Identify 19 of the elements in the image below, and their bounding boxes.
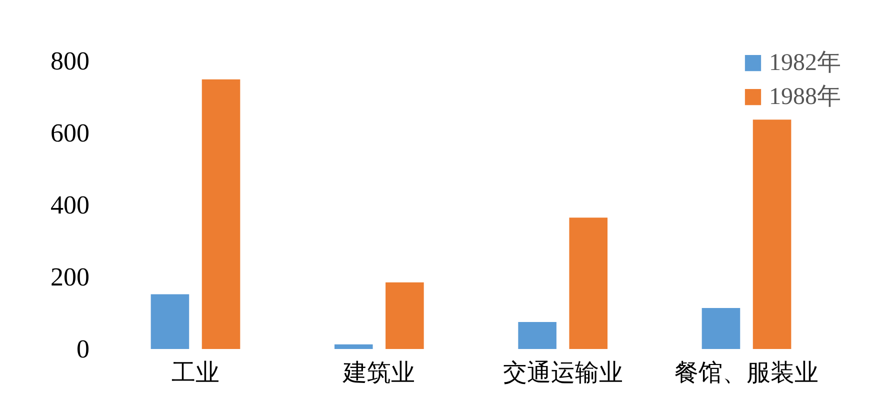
bar [752, 120, 792, 349]
bar [386, 282, 424, 349]
y-tick-label: 0 [76, 334, 90, 364]
bar [702, 308, 740, 349]
x-tick-label: 餐馆、服装业 [674, 360, 819, 386]
legend-label: 1988年 [769, 84, 841, 110]
y-tick-label: 200 [50, 262, 90, 292]
y-tick-label: 800 [50, 46, 90, 76]
bar [518, 322, 556, 349]
bar [202, 79, 240, 349]
y-tick-label: 400 [50, 190, 90, 220]
x-tick-label: 交通运输业 [502, 360, 623, 386]
x-tick-label: 工业 [171, 360, 220, 386]
bar [150, 294, 190, 349]
bar [569, 218, 608, 349]
y-tick-label: 600 [50, 118, 90, 148]
legend-label: 1982年 [769, 50, 841, 76]
bar [334, 344, 373, 349]
x-tick-label: 建筑业 [342, 360, 416, 386]
